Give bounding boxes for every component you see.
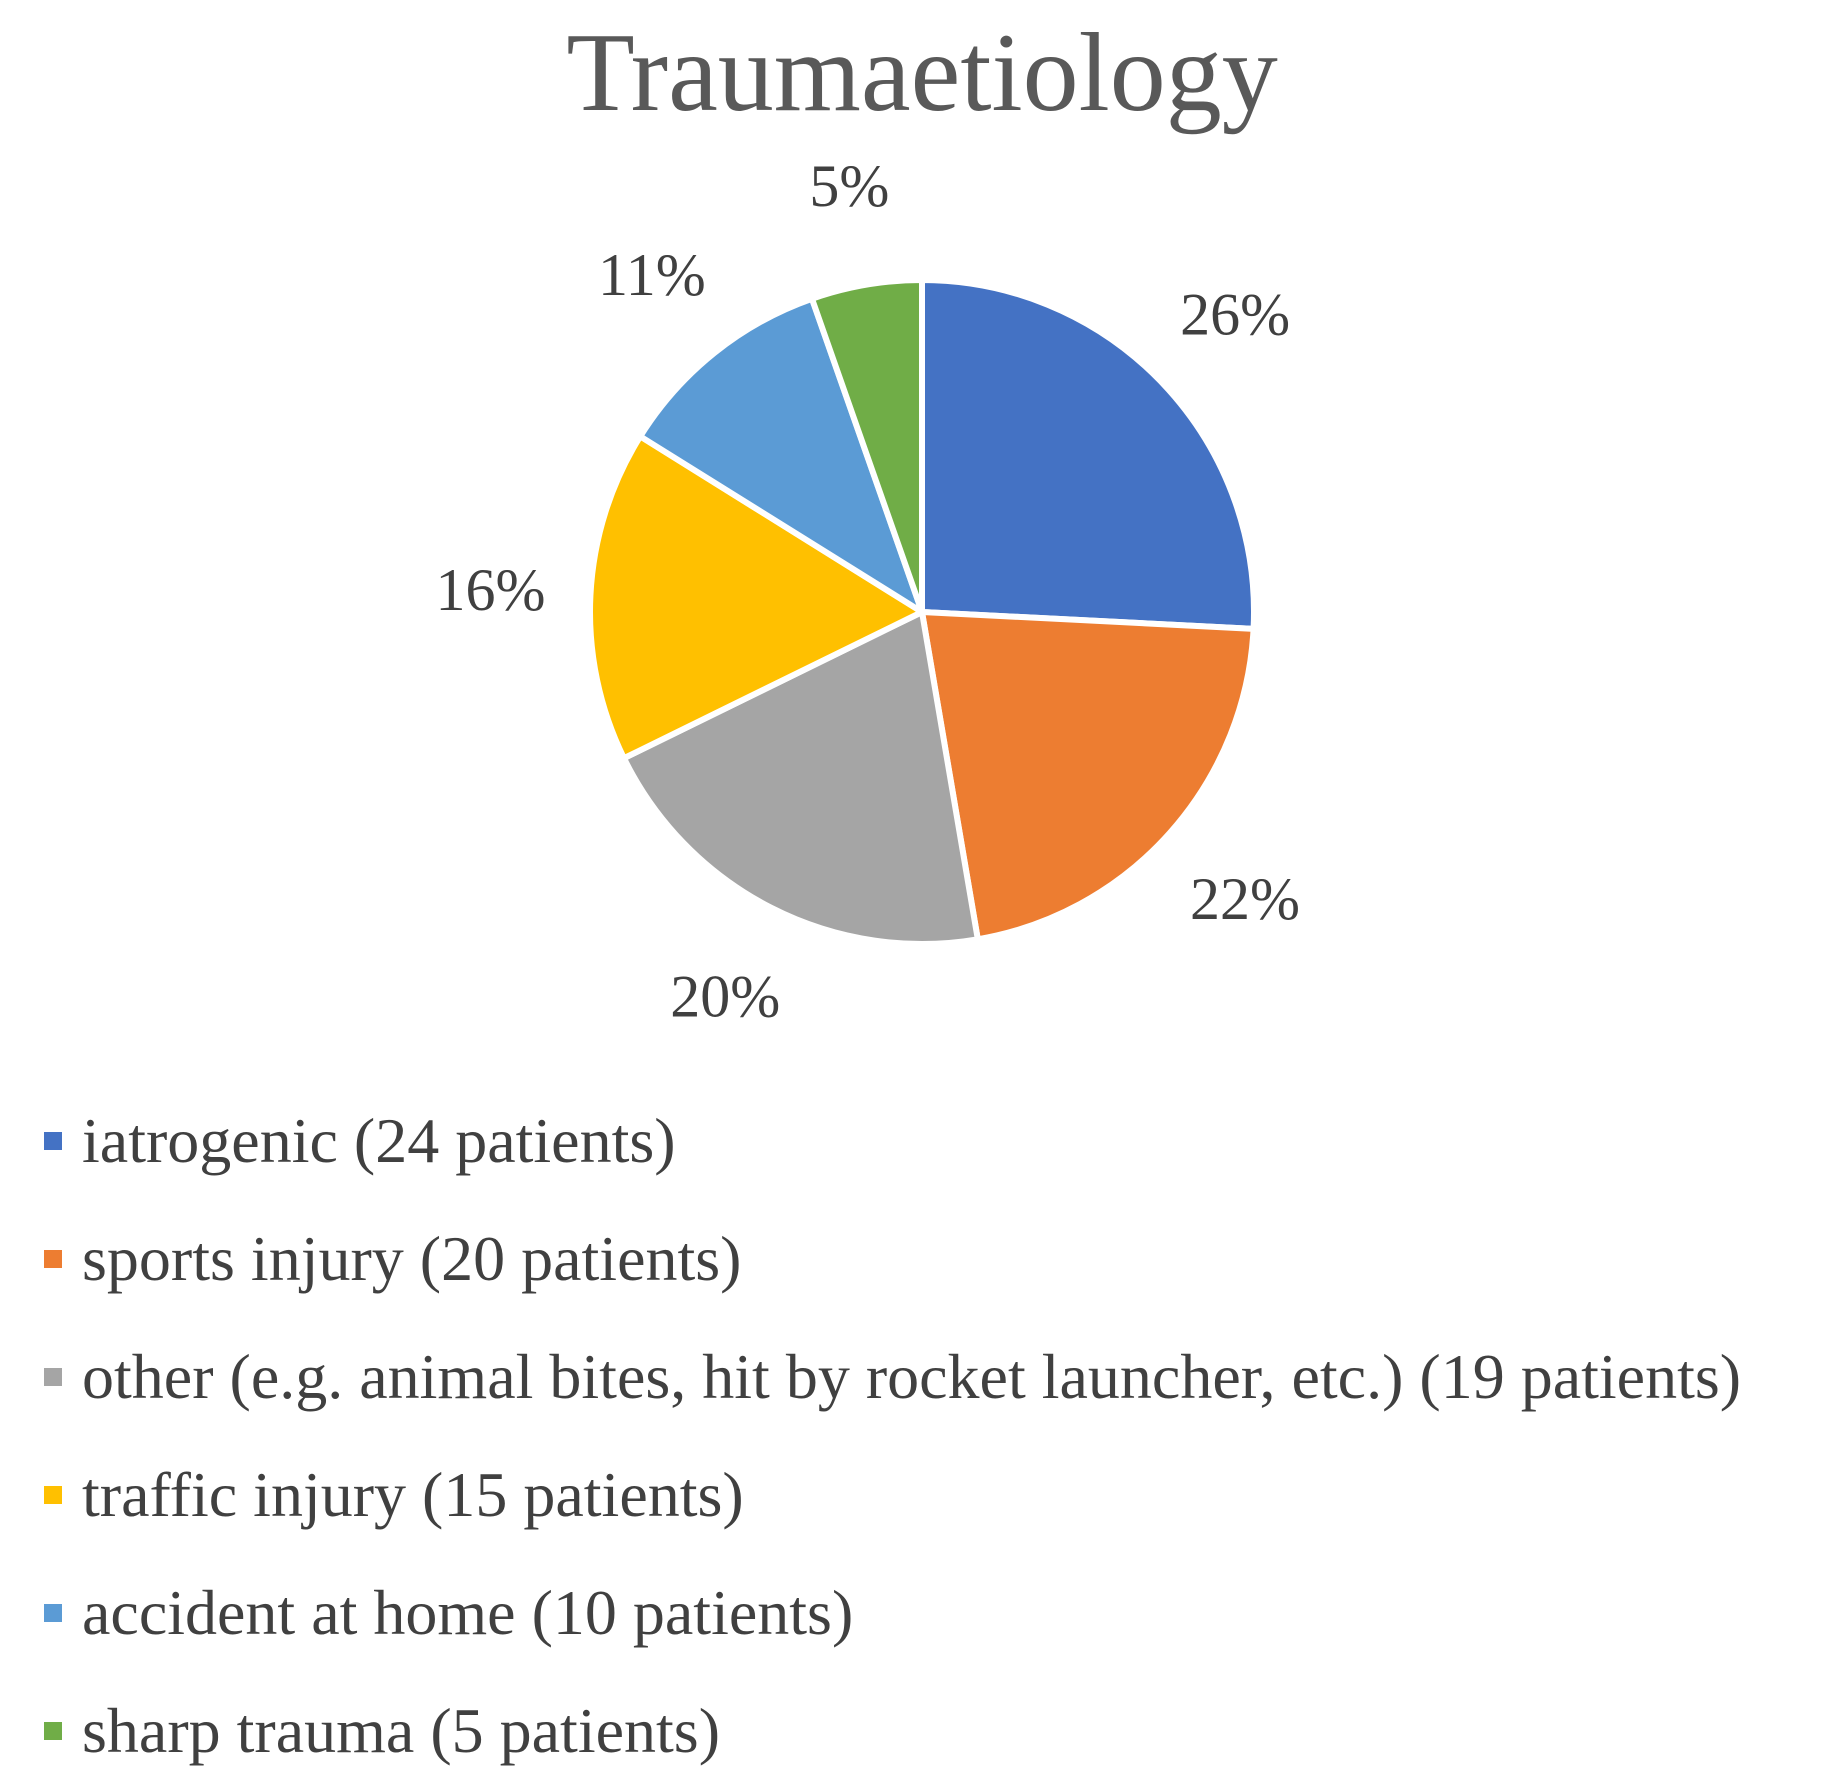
legend-item: other (e.g. animal bites, hit by rocket …: [44, 1318, 1741, 1436]
slice-percent-label: 22%: [1190, 866, 1300, 932]
percent-labels: 26% 22% 20% 16% 11% 5%: [436, 153, 1300, 1029]
slice-percent-label: 20%: [670, 964, 780, 1030]
pie-slice: [919, 277, 1257, 632]
slice-percent-label: 5%: [809, 153, 889, 219]
pie-slice: [919, 609, 1257, 943]
slice-percent-label: 16%: [436, 557, 546, 623]
legend-label: sports injury (20 patients): [82, 1223, 742, 1294]
legend-item: sharp trauma (5 patients): [44, 1672, 1741, 1790]
legend-item: accident at home (10 patients): [44, 1554, 1741, 1672]
pie-slice: [620, 609, 981, 947]
legend-swatch: [44, 1368, 62, 1386]
legend-item: iatrogenic (24 patients): [44, 1082, 1741, 1200]
legend: iatrogenic (24 patients) sports injury (2…: [44, 1082, 1741, 1790]
pie-slice: [587, 433, 925, 762]
slice-percent-label: 11%: [598, 242, 706, 308]
legend-label: traffic injury (15 patients): [82, 1459, 744, 1530]
pie-slices: [587, 277, 1257, 947]
chart-title: Traumaetiology: [566, 11, 1278, 135]
legend-swatch: [44, 1132, 62, 1150]
legend-item: sports injury (20 patients): [44, 1200, 1741, 1318]
legend-label: sharp trauma (5 patients): [82, 1695, 720, 1766]
pie-chart: 26% 22% 20% 16% 11% 5%: [436, 153, 1300, 1029]
legend-label: iatrogenic (24 patients): [82, 1105, 676, 1176]
legend-swatch: [44, 1722, 62, 1740]
pie-slice: [808, 277, 925, 615]
legend-label: accident at home (10 patients): [82, 1577, 854, 1648]
legend-swatch: [44, 1250, 62, 1268]
legend-swatch: [44, 1486, 62, 1504]
pie-slice: [637, 295, 925, 615]
legend-label: other (e.g. animal bites, hit by rocket …: [82, 1341, 1742, 1412]
legend-item: traffic injury (15 patients): [44, 1436, 1741, 1554]
slice-percent-label: 26%: [1180, 281, 1290, 347]
legend-swatch: [44, 1604, 62, 1622]
